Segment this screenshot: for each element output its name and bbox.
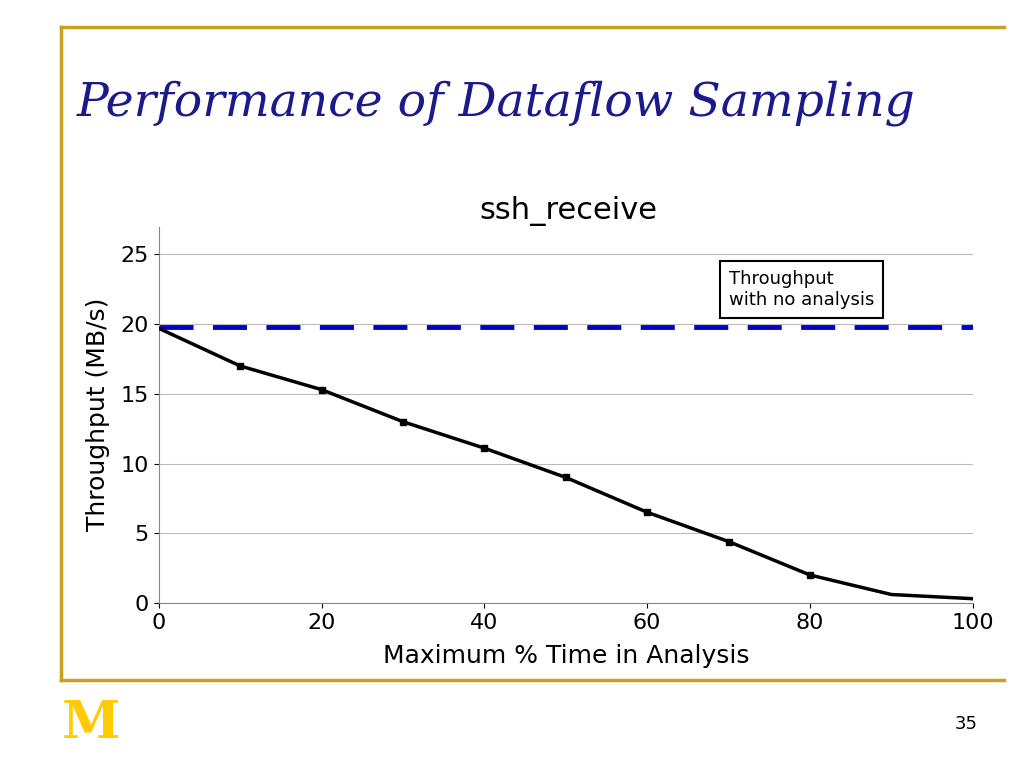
Y-axis label: Throughput (MB/s): Throughput (MB/s) <box>86 298 110 531</box>
X-axis label: Maximum % Time in Analysis: Maximum % Time in Analysis <box>383 644 749 667</box>
Text: Throughput
with no analysis: Throughput with no analysis <box>729 270 873 309</box>
Text: ssh_receive: ssh_receive <box>479 196 657 227</box>
Text: M: M <box>61 698 120 749</box>
Text: 35: 35 <box>955 716 978 733</box>
Text: Performance of Dataflow Sampling: Performance of Dataflow Sampling <box>77 81 915 127</box>
